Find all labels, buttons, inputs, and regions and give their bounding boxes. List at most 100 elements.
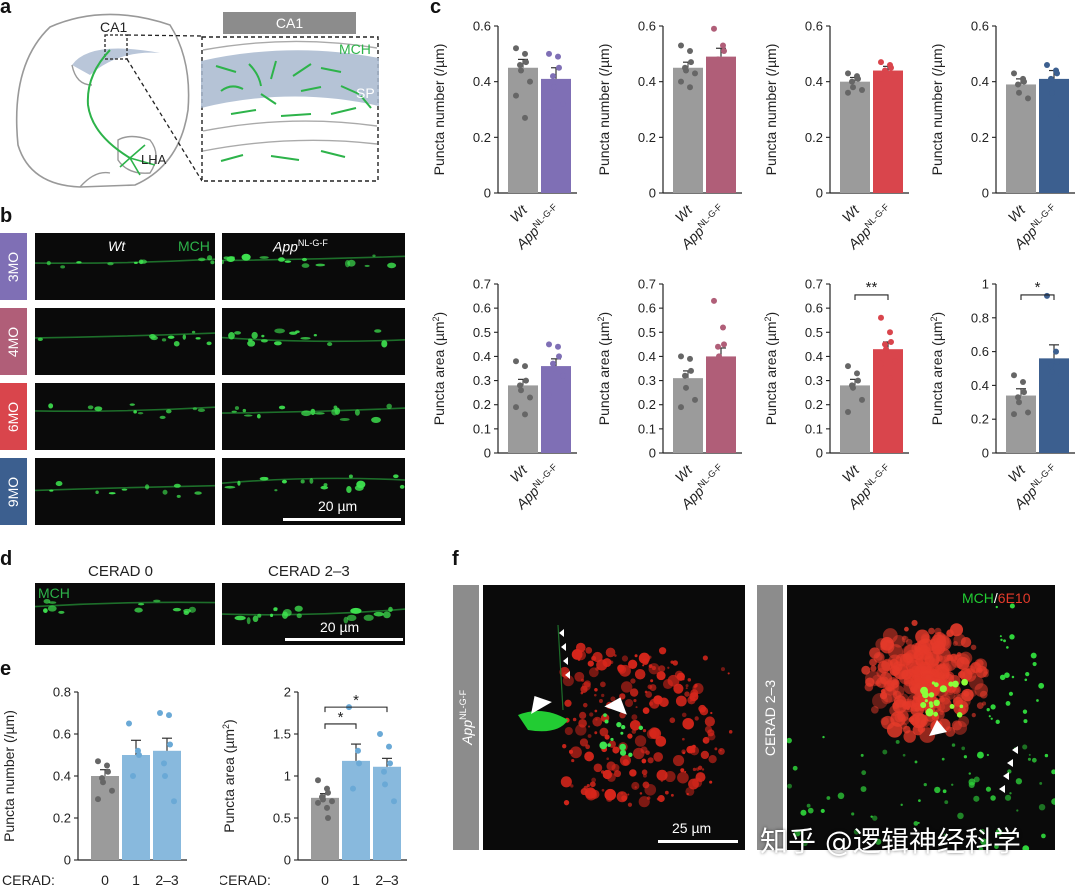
b-scale-bar <box>283 518 401 521</box>
puncta <box>619 749 627 756</box>
arrowhead-large <box>929 720 947 736</box>
puncta <box>973 795 980 802</box>
puncta <box>628 752 633 758</box>
puncta <box>46 260 51 266</box>
amyloid-signal <box>672 660 678 666</box>
data-point <box>1048 75 1054 82</box>
puncta <box>310 408 316 416</box>
amyloid-signal <box>601 693 605 698</box>
puncta <box>37 337 43 341</box>
arrowhead-small <box>1007 759 1013 767</box>
puncta <box>144 484 150 490</box>
plaque-signal <box>977 667 983 673</box>
puncta <box>800 809 807 816</box>
data-point <box>1044 292 1050 299</box>
puncta <box>274 489 278 492</box>
data-point <box>167 741 173 748</box>
d-cerad0-label: CERAD 0 <box>88 563 154 580</box>
data-point <box>678 353 684 360</box>
bar-Wt <box>1006 395 1036 453</box>
puncta <box>837 792 845 800</box>
puncta <box>978 846 984 850</box>
puncta <box>354 484 364 491</box>
bar-App <box>541 366 571 453</box>
amyloid-signal <box>570 784 574 788</box>
y-tick-label: 0 <box>484 186 491 201</box>
bar-1 <box>342 760 370 860</box>
puncta <box>281 611 288 619</box>
puncta <box>1009 792 1012 795</box>
data-point <box>716 61 722 68</box>
amyloid-signal <box>695 772 706 783</box>
amyloid-signal <box>656 671 666 681</box>
puncta <box>259 256 269 259</box>
data-point <box>386 743 392 750</box>
sig-bracket <box>324 706 388 713</box>
data-point <box>513 92 519 99</box>
puncta <box>961 678 968 686</box>
amyloid-signal <box>587 734 592 738</box>
data-point <box>518 387 524 394</box>
fiber <box>222 608 405 616</box>
data-point <box>721 341 727 348</box>
data-point <box>171 798 177 805</box>
cat-sup: NL-G-F <box>696 201 725 230</box>
puncta <box>951 783 954 786</box>
data-point <box>678 42 684 49</box>
fiber <box>35 484 215 492</box>
amyloid-signal <box>638 652 650 664</box>
plaque-signal <box>901 635 909 643</box>
x-tick-label: 0 <box>321 872 329 885</box>
data-point <box>687 84 693 91</box>
data-point <box>95 758 101 765</box>
plaque-signal <box>908 716 915 723</box>
puncta <box>159 415 166 419</box>
amyloid-signal <box>629 719 641 731</box>
bar-App <box>541 78 571 193</box>
plaque-signal <box>983 668 990 675</box>
puncta <box>260 339 268 343</box>
amyloid-signal <box>596 659 608 671</box>
data-point <box>325 789 331 796</box>
puncta <box>228 331 235 340</box>
amyloid-signal <box>700 750 710 760</box>
x-tick-label: 2–3 <box>375 872 399 885</box>
panel-label-d: d <box>0 548 13 570</box>
y-tick-label: 0.5 <box>473 325 491 340</box>
plaque-signal <box>951 720 963 731</box>
amyloid-signal <box>600 681 606 688</box>
puncta <box>918 799 921 802</box>
b-image-3mo-wt <box>35 233 215 300</box>
data-point <box>720 73 726 80</box>
bar-0 <box>91 776 119 860</box>
puncta <box>948 681 954 687</box>
data-point <box>1011 411 1017 418</box>
amyloid-signal <box>564 699 572 707</box>
amyloid-signal <box>642 781 650 789</box>
cat-name: Wt <box>672 201 696 225</box>
amyloid-signal <box>591 777 597 783</box>
y-tick-label: 0.7 <box>638 277 656 292</box>
cat-sup: NL-G-F <box>1029 461 1058 490</box>
amyloid-signal <box>612 746 620 754</box>
y-tick-label: 0 <box>649 446 656 461</box>
data-point <box>715 56 721 63</box>
y-tick-label: 0.2 <box>638 397 656 412</box>
data-point <box>683 67 689 74</box>
amyloid-signal <box>599 727 609 737</box>
puncta <box>149 334 156 339</box>
data-point <box>546 341 552 348</box>
amyloid-signal <box>642 664 645 667</box>
puncta <box>1022 845 1030 850</box>
puncta <box>933 682 939 688</box>
plaque-signal <box>956 656 970 670</box>
puncta <box>278 405 286 410</box>
puncta <box>860 786 867 792</box>
fiber <box>35 332 215 339</box>
x-tick-label: 1 <box>352 872 360 885</box>
amyloid-signal <box>593 693 597 697</box>
data-point <box>878 360 884 367</box>
puncta <box>247 340 256 347</box>
puncta <box>923 783 927 787</box>
plaque-signal <box>908 673 916 681</box>
